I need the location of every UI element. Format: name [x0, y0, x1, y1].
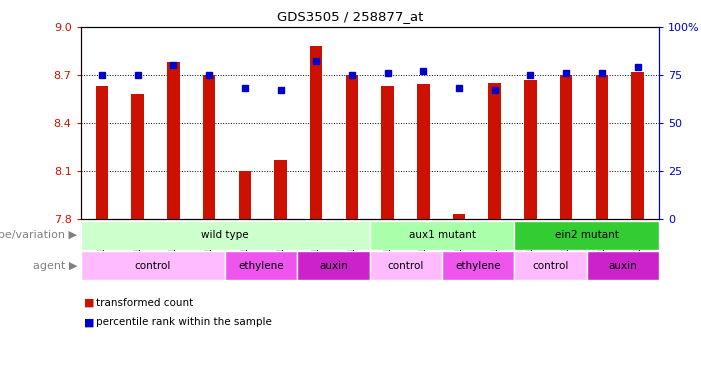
Bar	[442, 251, 515, 280]
Text: control: control	[388, 260, 424, 271]
Text: percentile rank within the sample: percentile rank within the sample	[96, 317, 272, 327]
Bar	[346, 75, 358, 219]
Text: control: control	[532, 260, 569, 271]
Text: auxin: auxin	[319, 260, 348, 271]
Bar	[587, 251, 659, 280]
Text: ■: ■	[84, 298, 95, 308]
Bar	[524, 79, 537, 219]
Text: ethylene: ethylene	[238, 260, 284, 271]
Text: auxin: auxin	[608, 260, 637, 271]
Bar	[560, 75, 573, 219]
Text: GDS3505 / 258877_at: GDS3505 / 258877_at	[278, 10, 423, 23]
Text: transformed count: transformed count	[96, 298, 193, 308]
Bar	[381, 86, 394, 219]
Text: agent ▶: agent ▶	[33, 260, 77, 271]
Bar	[81, 251, 225, 280]
Text: ■: ■	[84, 317, 95, 327]
Bar	[370, 251, 442, 280]
Bar	[297, 251, 370, 280]
Bar	[81, 221, 370, 250]
Bar	[225, 251, 297, 280]
Text: aux1 mutant: aux1 mutant	[409, 230, 475, 240]
Bar	[515, 221, 659, 250]
Text: ethylene: ethylene	[456, 260, 501, 271]
Bar	[515, 251, 587, 280]
Bar	[132, 94, 144, 219]
Bar	[238, 171, 251, 219]
Text: control: control	[135, 260, 171, 271]
Bar	[596, 75, 608, 219]
Bar	[453, 214, 465, 219]
Bar	[203, 75, 215, 219]
Bar	[370, 221, 515, 250]
Text: ein2 mutant: ein2 mutant	[554, 230, 618, 240]
Bar	[167, 62, 179, 219]
Bar	[96, 86, 108, 219]
Bar	[632, 72, 644, 219]
Text: wild type: wild type	[201, 230, 249, 240]
Bar	[274, 160, 287, 219]
Bar	[310, 46, 322, 219]
Text: genotype/variation ▶: genotype/variation ▶	[0, 230, 77, 240]
Bar	[489, 83, 501, 219]
Bar	[417, 84, 430, 219]
